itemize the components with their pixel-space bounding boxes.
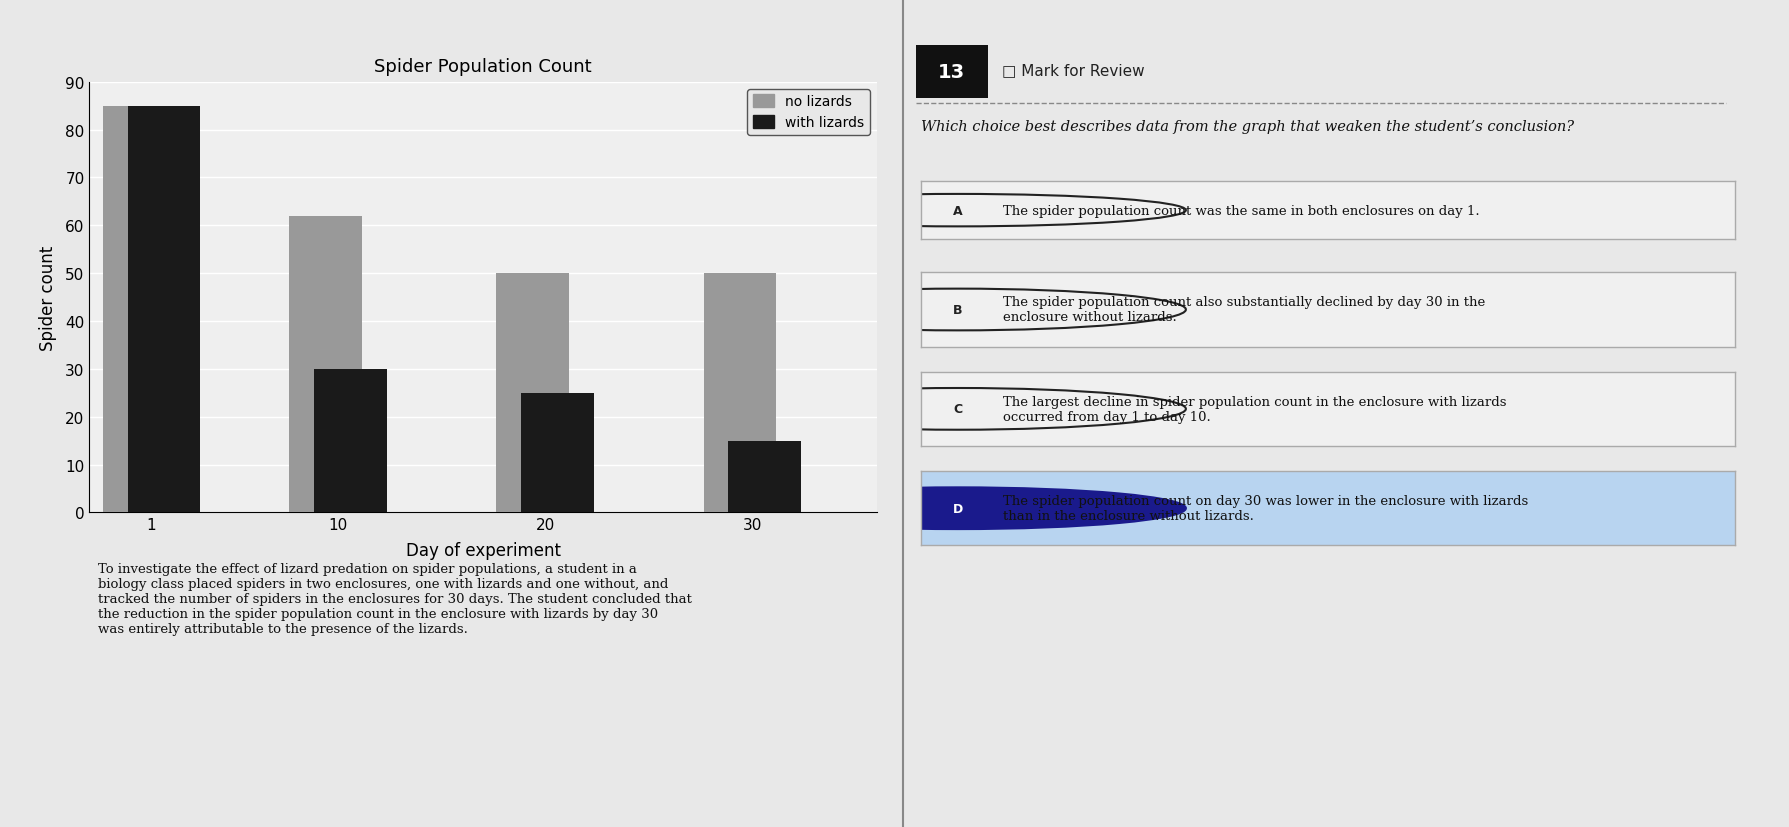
Bar xyxy=(728,441,801,513)
Bar xyxy=(104,107,175,513)
Text: D: D xyxy=(954,502,962,515)
Y-axis label: Spider count: Spider count xyxy=(39,245,57,351)
Text: The spider population count was the same in both enclosures on day 1.: The spider population count was the same… xyxy=(1002,204,1480,218)
Bar xyxy=(315,370,386,513)
Bar xyxy=(703,274,776,513)
Text: Which choice best describes data from the graph that weaken the student’s conclu: Which choice best describes data from th… xyxy=(921,120,1574,134)
Bar xyxy=(521,394,594,513)
Legend: no lizards, with lizards: no lizards, with lizards xyxy=(748,89,869,136)
Circle shape xyxy=(730,488,1186,529)
Text: C: C xyxy=(954,403,962,416)
Text: The spider population count on day 30 was lower in the enclosure with lizards
th: The spider population count on day 30 wa… xyxy=(1002,495,1528,523)
Bar xyxy=(497,274,569,513)
Bar xyxy=(290,217,361,513)
Title: Spider Population Count: Spider Population Count xyxy=(374,58,592,75)
Text: 13: 13 xyxy=(937,63,966,82)
Text: A: A xyxy=(954,204,962,218)
Text: The largest decline in spider population count in the enclosure with lizards
occ: The largest decline in spider population… xyxy=(1002,395,1506,423)
Text: The spider population count also substantially declined by day 30 in the
enclosu: The spider population count also substan… xyxy=(1002,296,1485,324)
Text: □ Mark for Review: □ Mark for Review xyxy=(1002,63,1145,78)
Text: B: B xyxy=(954,304,962,317)
Bar xyxy=(127,107,200,513)
X-axis label: Day of experiment: Day of experiment xyxy=(406,541,560,559)
Text: To investigate the effect of lizard predation on spider populations, a student i: To investigate the effect of lizard pred… xyxy=(98,562,692,635)
